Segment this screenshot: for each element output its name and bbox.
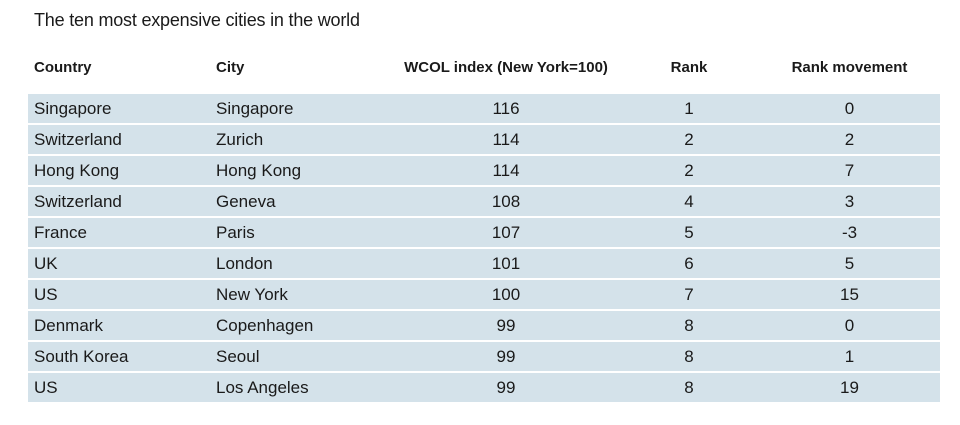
cell-rank-movement: 19 (759, 373, 940, 404)
cell-city: Hong Kong (210, 156, 393, 187)
cell-city: Los Angeles (210, 373, 393, 404)
cell-city: Copenhagen (210, 311, 393, 342)
table-row: Denmark Copenhagen 99 8 0 (28, 311, 940, 342)
cell-rank: 6 (619, 249, 759, 280)
cell-rank: 8 (619, 373, 759, 404)
cell-city: Paris (210, 218, 393, 249)
cell-wcol-index: 99 (393, 342, 619, 373)
cell-country: Switzerland (28, 187, 210, 218)
cell-wcol-index: 107 (393, 218, 619, 249)
cell-rank-movement: 7 (759, 156, 940, 187)
chart-title: The ten most expensive cities in the wor… (34, 10, 360, 30)
cell-rank-movement: 3 (759, 187, 940, 218)
table-row: Hong Kong Hong Kong 114 2 7 (28, 156, 940, 187)
cell-country: US (28, 280, 210, 311)
table-row: South Korea Seoul 99 8 1 (28, 342, 940, 373)
column-header-wcol-index: WCOL index (New York=100) (404, 58, 608, 76)
cell-wcol-index: 116 (393, 94, 619, 125)
cell-wcol-index: 100 (393, 280, 619, 311)
table-body: Singapore Singapore 116 1 0 Switzerland Zurich… (28, 94, 940, 404)
cell-country: Singapore (28, 94, 210, 125)
column-header-rank: Rank (670, 58, 708, 76)
cell-wcol-index: 99 (393, 311, 619, 342)
cell-country: Switzerland (28, 125, 210, 156)
cell-rank: 8 (619, 311, 759, 342)
table-row: Switzerland Zurich 114 2 2 (28, 125, 940, 156)
cell-rank: 1 (619, 94, 759, 125)
table-row: US Los Angeles 99 8 19 (28, 373, 940, 404)
cell-wcol-index: 101 (393, 249, 619, 280)
cell-country: Denmark (28, 311, 210, 342)
table-row: US New York 100 7 15 (28, 280, 940, 311)
cell-city: Seoul (210, 342, 393, 373)
cell-rank-movement: 1 (759, 342, 940, 373)
cell-rank: 2 (619, 125, 759, 156)
cell-city: Singapore (210, 94, 393, 125)
cell-country: UK (28, 249, 210, 280)
cell-rank: 5 (619, 218, 759, 249)
table-row: UK London 101 6 5 (28, 249, 940, 280)
cell-country: US (28, 373, 210, 404)
cell-country: South Korea (28, 342, 210, 373)
cell-wcol-index: 114 (393, 125, 619, 156)
cell-rank-movement: 2 (759, 125, 940, 156)
cell-rank: 2 (619, 156, 759, 187)
cell-city: Zurich (210, 125, 393, 156)
cell-rank: 8 (619, 342, 759, 373)
table-row: France Paris 107 5 -3 (28, 218, 940, 249)
cell-wcol-index: 114 (393, 156, 619, 187)
column-header-rank-movement: Rank movement (791, 58, 908, 76)
table-row: Singapore Singapore 116 1 0 (28, 94, 940, 125)
header-row: Country City WCOL index (New York=100) R… (28, 40, 940, 94)
cell-rank-movement: 5 (759, 249, 940, 280)
data-table: Country City WCOL index (New York=100) R… (28, 40, 940, 404)
cell-city: London (210, 249, 393, 280)
cell-rank-movement: -3 (759, 218, 940, 249)
cell-rank-movement: 15 (759, 280, 940, 311)
cell-rank-movement: 0 (759, 311, 940, 342)
table-row: Switzerland Geneva 108 4 3 (28, 187, 940, 218)
cell-wcol-index: 108 (393, 187, 619, 218)
cell-city: New York (210, 280, 393, 311)
cell-city: Geneva (210, 187, 393, 218)
cell-country: Hong Kong (28, 156, 210, 187)
cell-rank: 4 (619, 187, 759, 218)
cell-wcol-index: 99 (393, 373, 619, 404)
cell-country: France (28, 218, 210, 249)
cell-rank-movement: 0 (759, 94, 940, 125)
column-header-country: Country (34, 58, 92, 76)
cell-rank: 7 (619, 280, 759, 311)
column-header-city: City (216, 58, 245, 76)
